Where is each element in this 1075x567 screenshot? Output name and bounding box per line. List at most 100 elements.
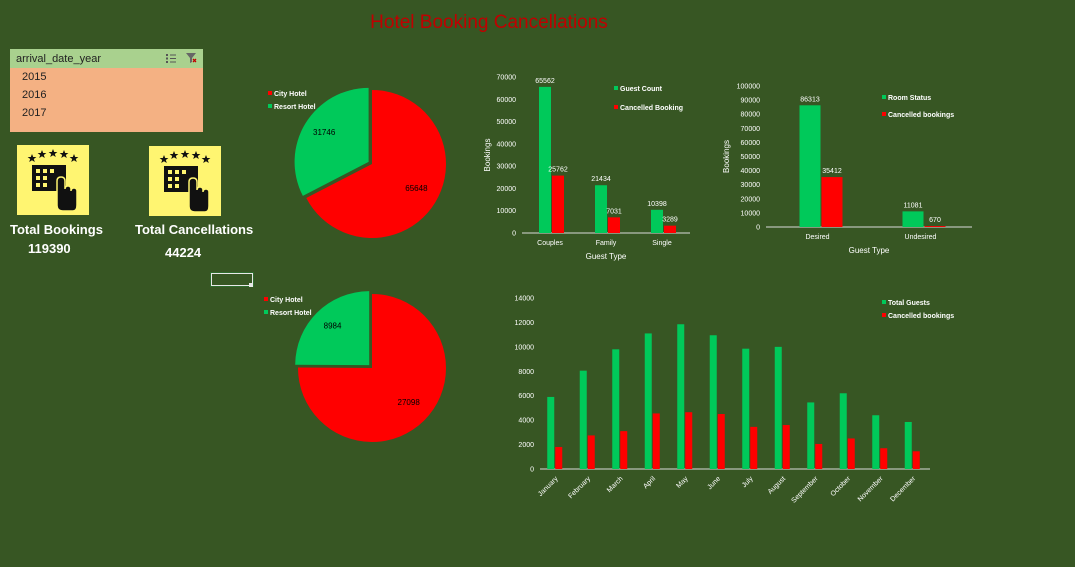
bar-total-guests[interactable]: [644, 333, 652, 469]
legend-entry: Guest Count: [620, 86, 663, 93]
legend-swatch: [264, 310, 268, 314]
legend-swatch: [882, 112, 886, 116]
bar-data-label: 670: [929, 217, 941, 224]
bar-total-guests[interactable]: [742, 348, 750, 469]
bar-cancelled-bookings[interactable]: [815, 443, 823, 469]
bar-guest-count[interactable]: [651, 209, 663, 233]
x-tick-label: Family: [596, 240, 617, 247]
bar-cancelled-bookings[interactable]: [912, 451, 920, 469]
x-tick-label: October: [830, 475, 853, 498]
year-slicer[interactable]: arrival_date_year 2015 2016 2017: [10, 49, 203, 132]
bar-cancelled-bookings[interactable]: [750, 426, 758, 469]
pie-slice-resort-hotel[interactable]: [294, 87, 369, 196]
x-tick-label: April: [642, 475, 657, 490]
y-tick-label: 50000: [741, 154, 761, 161]
pie-chart-total-bookings[interactable]: 65648 31746 City Hotel Resort Hotel: [268, 87, 447, 238]
pie-data-label: 27098: [398, 398, 421, 407]
y-tick-label: 14000: [515, 296, 535, 303]
pie-data-label: 31746: [313, 128, 336, 137]
bar-room-status[interactable]: [902, 211, 924, 227]
fill-handle[interactable]: [249, 283, 253, 287]
bar-total-guests[interactable]: [709, 335, 717, 469]
slicer-header: arrival_date_year: [10, 49, 203, 68]
x-tick-label: January: [537, 475, 560, 498]
bar-cancelled-booking[interactable]: [552, 175, 564, 233]
y-tick-label: 6000: [518, 393, 534, 400]
y-tick-label: 30000: [741, 182, 761, 189]
slicer-item-2015[interactable]: 2015: [22, 71, 47, 83]
legend-entry: Resort Hotel: [270, 310, 312, 317]
legend-swatch: [268, 91, 272, 95]
hotel-click-icon: [17, 145, 89, 215]
bar-cancelled-bookings[interactable]: [652, 413, 660, 469]
bar-total-guests[interactable]: [677, 324, 685, 469]
bar-data-label: 25762: [548, 167, 568, 174]
selected-cell[interactable]: [210, 272, 254, 287]
y-tick-label: 10000: [497, 208, 517, 215]
bar-chart-room-status[interactable]: 0 10000 20000 30000 40000 50000 60000 70000 8000…: [722, 84, 972, 256]
y-tick-label: 70000: [497, 75, 517, 82]
bar-room-status[interactable]: [799, 105, 821, 227]
bar-cancelled-bookings[interactable]: [782, 425, 790, 469]
bar-data-label: 11081: [904, 202, 923, 209]
pie-slice-city-hotel[interactable]: [306, 90, 447, 238]
bar-cancelled-bookings[interactable]: [821, 177, 843, 227]
slicer-item-2017[interactable]: 2017: [22, 107, 47, 119]
bar-total-guests[interactable]: [904, 421, 912, 469]
bar-cancelled-bookings[interactable]: [587, 435, 595, 469]
y-axis-title: Bookings: [483, 139, 492, 172]
y-tick-label: 0: [756, 225, 760, 232]
clear-filter-icon[interactable]: [185, 52, 197, 67]
bar-cancelled-bookings[interactable]: [555, 447, 563, 469]
x-tick-label: Undesired: [905, 234, 937, 241]
bar-data-label: 35412: [822, 168, 842, 175]
x-tick-label: Desired: [805, 234, 829, 241]
bar-cancelled-bookings[interactable]: [880, 448, 888, 469]
total-bookings-label: Total Bookings: [10, 222, 103, 237]
bar-cancelled-bookings[interactable]: [620, 431, 628, 469]
bar-chart-guest-type[interactable]: 0 10000 20000 30000 40000 50000 60000 70000 6556…: [483, 75, 690, 262]
x-tick-label: September: [790, 475, 820, 505]
bar-guest-count[interactable]: [595, 185, 607, 233]
bar-cancelled-bookings[interactable]: [847, 438, 855, 469]
bar-total-guests[interactable]: [839, 393, 847, 469]
x-tick-label: Single: [652, 240, 672, 247]
slicer-header-label: arrival_date_year: [16, 52, 101, 65]
bar-cancelled-bookings[interactable]: [685, 412, 693, 469]
slicer-item-2016[interactable]: 2016: [22, 89, 47, 101]
bar-total-guests[interactable]: [872, 415, 880, 469]
legend-swatch: [882, 313, 886, 317]
legend-swatch: [268, 104, 272, 108]
bar-data-label: 10398: [647, 201, 667, 208]
y-tick-label: 60000: [741, 140, 761, 147]
legend-entry: Cancelled bookings: [888, 313, 954, 320]
total-cancellations-value: 44224: [165, 245, 202, 260]
legend-entry: Room Status: [888, 95, 931, 102]
y-tick-label: 50000: [497, 119, 517, 126]
x-axis-title: Guest Type: [586, 252, 627, 261]
y-tick-label: 20000: [497, 186, 517, 193]
bar-cancelled-bookings[interactable]: [924, 226, 946, 227]
y-tick-label: 2000: [518, 442, 534, 449]
bar-cancelled-booking[interactable]: [608, 217, 620, 233]
legend-swatch: [614, 86, 618, 90]
bar-cancelled-booking[interactable]: [664, 225, 676, 233]
bar-total-guests[interactable]: [807, 402, 815, 469]
pie-chart-cancellations[interactable]: 27098 8984 City Hotel Resort Hotel: [264, 291, 446, 442]
pie-data-label: 8984: [324, 321, 342, 330]
bar-total-guests[interactable]: [547, 396, 555, 469]
bar-total-guests[interactable]: [774, 346, 782, 469]
bar-guest-count[interactable]: [539, 86, 551, 233]
bar-total-guests[interactable]: [579, 370, 587, 469]
hotel-click-icon: [149, 146, 221, 216]
pie-data-label: 65648: [405, 184, 428, 193]
x-tick-label: August: [767, 475, 787, 495]
bar-data-label: 7031: [606, 208, 622, 215]
pie-slice-resort-hotel[interactable]: [295, 291, 370, 366]
multi-select-icon[interactable]: [165, 52, 177, 67]
bar-cancelled-bookings[interactable]: [717, 414, 725, 469]
bar-total-guests[interactable]: [612, 349, 620, 469]
bar-chart-monthly[interactable]: 0 2000 4000 6000 8000 10000 12000 14000 January F…: [515, 296, 955, 505]
pie-slice-city-hotel[interactable]: [298, 294, 446, 442]
